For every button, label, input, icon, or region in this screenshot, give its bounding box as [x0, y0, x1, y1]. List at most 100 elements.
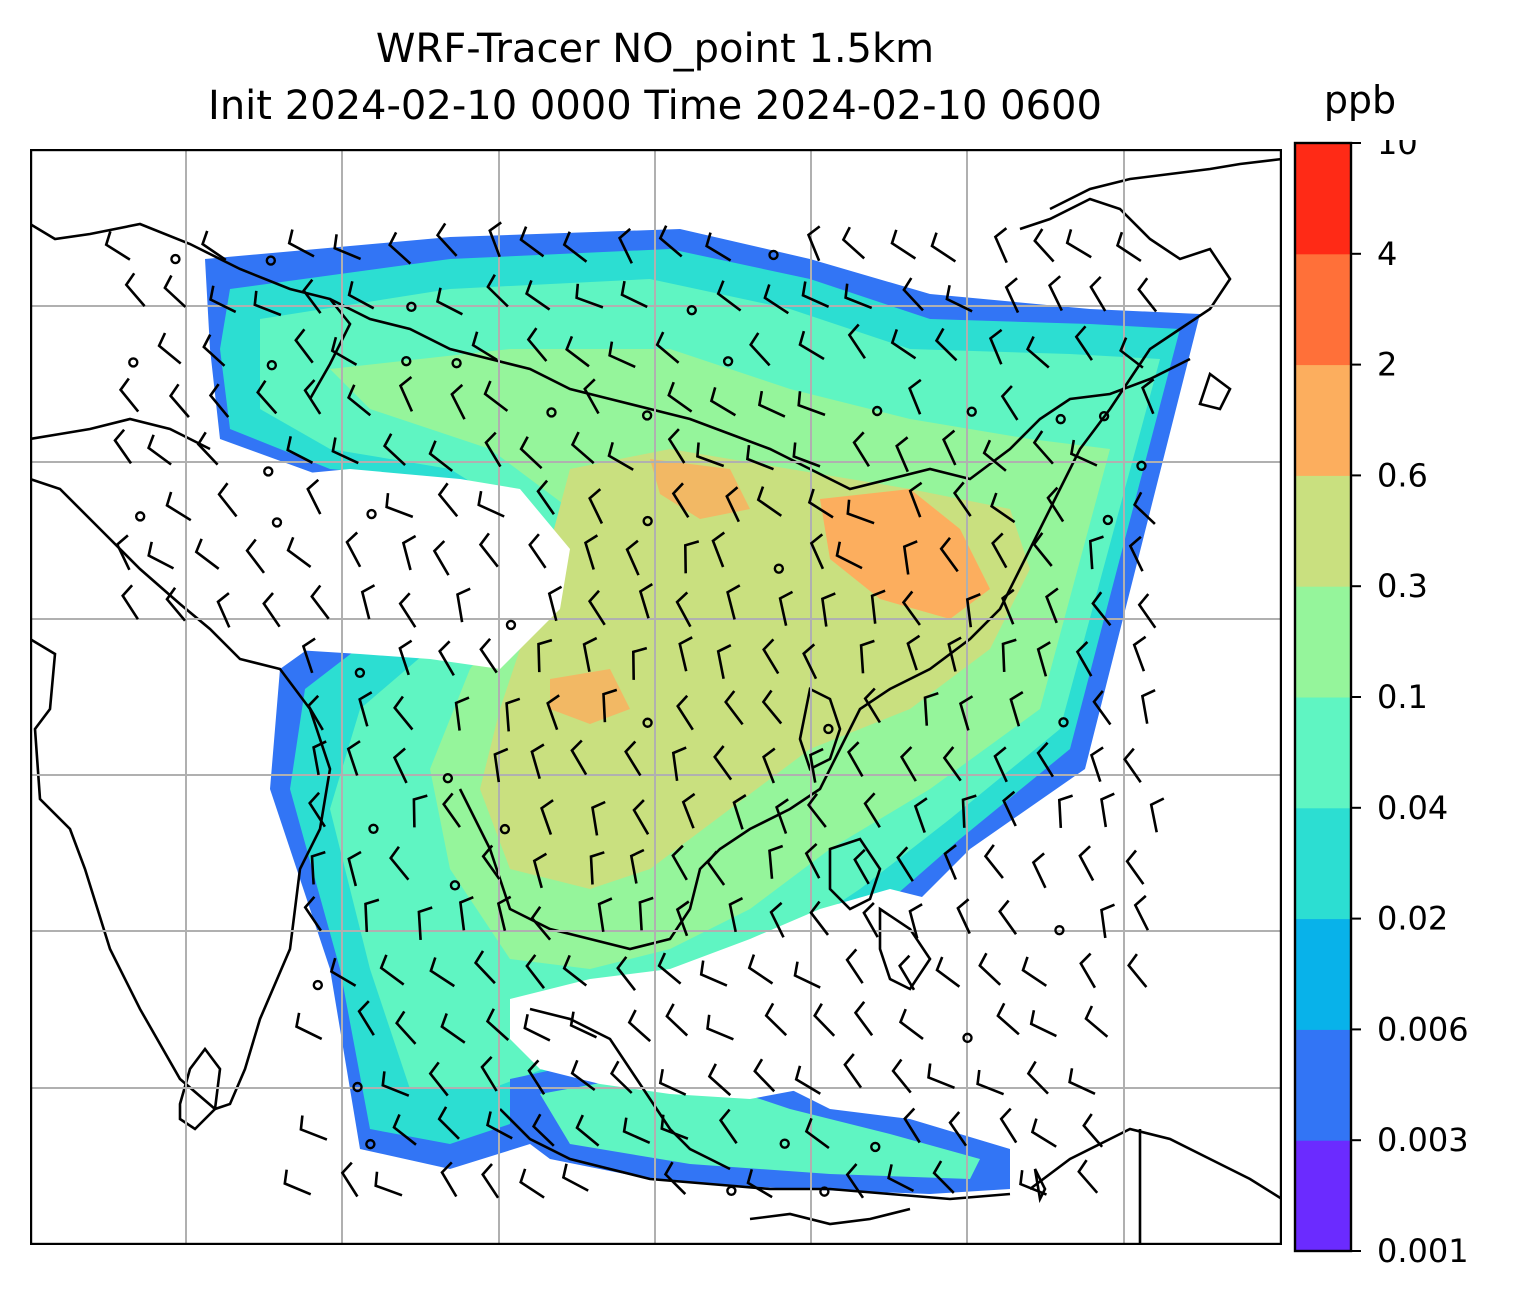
wind-barb-icon — [1021, 956, 1048, 987]
wind-barb-icon — [358, 691, 373, 727]
wind-barb-icon — [609, 1060, 633, 1094]
wind-barb-icon — [982, 439, 1007, 472]
wind-barb-icon — [528, 533, 547, 569]
plot-title-line2: Init 2024-02-10 0000 Time 2024-02-10 060… — [208, 83, 1102, 129]
wind-barb-icon — [525, 279, 551, 311]
wind-barb-icon — [681, 792, 696, 829]
calm-circle-icon — [962, 1032, 973, 1044]
calm-circle-icon — [368, 823, 379, 834]
wind-barb-icon — [1046, 486, 1065, 523]
wind-barb-icon — [480, 1056, 498, 1092]
wind-barb-icon — [1132, 635, 1147, 672]
wind-barb-icon — [147, 434, 172, 466]
wind-barb-icon — [1031, 852, 1047, 889]
wind-barb-icon — [202, 334, 226, 367]
wind-barb-icon — [667, 428, 686, 464]
wind-barb-icon — [104, 230, 131, 261]
calm-circle-icon — [779, 1138, 790, 1149]
wind-barb-icon — [575, 283, 604, 309]
wind-barb-icon — [844, 283, 873, 310]
wind-barb-icon — [713, 745, 733, 781]
wind-barb-icon — [537, 638, 553, 673]
wind-barb-icon — [379, 954, 405, 986]
wind-barb-icon — [616, 956, 637, 991]
wind-barb-icon — [583, 378, 600, 415]
wind-barb-icon — [505, 697, 521, 732]
wind-barb-icon — [663, 1161, 687, 1196]
wind-barb-icon — [665, 1003, 689, 1037]
wind-barb-icon — [761, 689, 783, 725]
colorbar-tick-label: 0.001 — [1377, 1232, 1469, 1265]
wind-barb-icon — [330, 336, 358, 366]
wind-barb-icon — [658, 1068, 687, 1096]
wind-barb-icon — [392, 747, 408, 784]
wind-barb-icon — [295, 1012, 323, 1041]
wind-barb-icon — [887, 1164, 915, 1193]
wind-barb-icon — [583, 534, 599, 570]
wind-barb-icon — [401, 534, 417, 571]
wind-barb-icon — [899, 746, 917, 782]
tracer-field-layer-orange-3 — [550, 669, 630, 724]
calm-circle-icon — [365, 1138, 376, 1150]
calm-circle-icon — [642, 717, 653, 728]
calm-circle-icon — [312, 979, 324, 991]
wind-barb-icon — [956, 898, 971, 935]
colorbar-segment — [1295, 475, 1351, 587]
calm-circle-icon — [1054, 924, 1065, 936]
wind-barb-icon — [671, 482, 690, 518]
wind-barb-icon — [732, 794, 747, 830]
calm-circle-icon — [406, 301, 417, 313]
wind-barb-layer — [104, 221, 1165, 1199]
wind-barb-icon — [1100, 792, 1115, 828]
calm-circle-icon — [642, 515, 653, 527]
colorbar-tick-label: 0.6 — [1377, 456, 1428, 494]
wind-barb-icon — [398, 639, 413, 676]
wind-barb-icon — [312, 740, 327, 776]
wind-barb-icon — [398, 375, 414, 412]
wind-barb-icon — [862, 901, 879, 938]
wind-barb-icon — [216, 592, 231, 628]
wind-barb-icon — [1032, 430, 1054, 465]
wind-barb-icon — [357, 1000, 375, 1036]
wind-barb-icon — [716, 644, 732, 680]
wind-barb-icon — [1057, 794, 1074, 828]
plot-title-line1: WRF-Tracer NO_point 1.5km — [375, 26, 935, 72]
calm-circle-icon — [449, 880, 461, 891]
wind-barb-icon — [706, 850, 726, 886]
wind-barb-icon — [1032, 532, 1053, 567]
calm-circle-icon — [505, 619, 517, 631]
wind-barb-icon — [294, 328, 314, 364]
wind-barb-icon — [763, 284, 790, 315]
wind-barb-icon — [764, 1002, 788, 1037]
wind-barb-icon — [683, 540, 700, 574]
wind-barb-icon — [163, 274, 187, 308]
wind-barb-icon — [913, 797, 928, 834]
wind-barb-icon — [118, 377, 140, 413]
wind-barb-icon — [895, 436, 909, 473]
colorbar-segment — [1295, 697, 1351, 809]
wind-barb-icon — [450, 383, 466, 420]
wind-barb-icon — [1047, 275, 1063, 312]
wind-barb-icon — [745, 444, 774, 471]
wind-barb-icon — [709, 387, 737, 417]
wind-barb-icon — [486, 274, 509, 308]
wind-barb-icon — [808, 747, 824, 783]
wind-barb-icon — [952, 481, 972, 517]
wind-barb-icon — [728, 897, 744, 933]
wind-barb-icon — [1088, 535, 1104, 570]
wind-barb-icon — [547, 585, 563, 622]
wind-barb-icon — [1033, 228, 1055, 263]
wind-barb-icon — [667, 381, 693, 413]
calm-circle-icon — [271, 517, 283, 528]
wind-barb-icon — [1069, 439, 1098, 467]
wind-barb-icon — [958, 695, 974, 731]
wind-barb-icon — [525, 954, 546, 989]
wind-barb-icon — [806, 225, 821, 262]
wind-barb-icon — [310, 584, 330, 620]
wind-barb-icon — [961, 794, 977, 828]
wind-barb-icon — [253, 290, 282, 317]
wind-barb-icon — [762, 638, 780, 675]
wind-barb-icon — [775, 798, 789, 835]
calm-circle-icon — [641, 410, 653, 421]
wind-barb-icon — [1141, 378, 1155, 415]
